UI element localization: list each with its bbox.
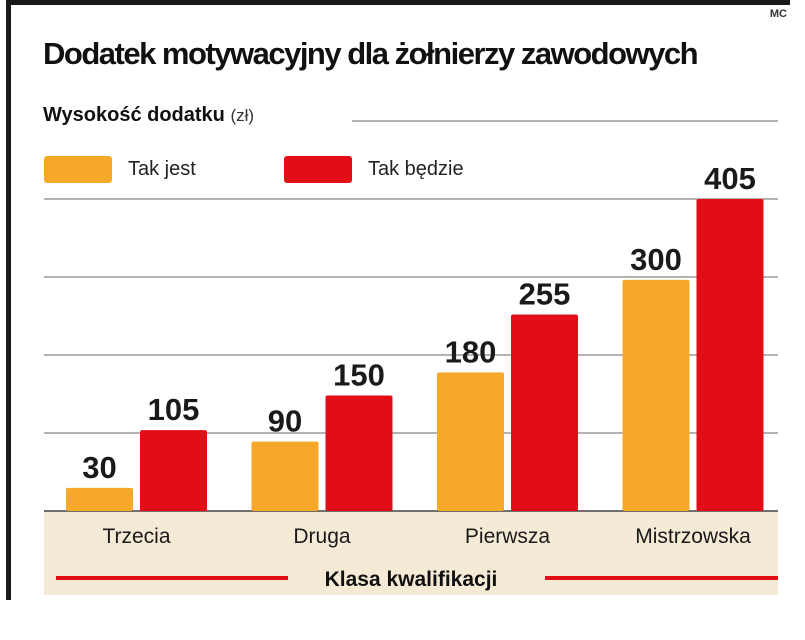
legend-swatch-future	[284, 155, 352, 183]
frame-top-border	[6, 0, 790, 5]
bar-current	[251, 441, 319, 511]
author-credit: MC	[769, 8, 787, 20]
category-band	[44, 511, 778, 595]
y-axis-unit: (zł)	[230, 106, 255, 125]
data-label: 180	[445, 334, 497, 369]
legend-label-future: Tak będzie	[368, 157, 464, 180]
bar-future	[140, 430, 207, 511]
x-axis-title: Klasa kwalifikacji	[325, 568, 498, 591]
x-tick-label: Pierwsza	[465, 525, 551, 548]
data-label: 90	[268, 404, 302, 439]
x-tick-label: Trzecia	[102, 525, 170, 548]
frame-left-border	[6, 0, 11, 600]
y-axis-label: Wysokość dodatku (zł)	[43, 104, 254, 127]
data-label: 300	[630, 242, 682, 277]
legend-swatch-current	[44, 155, 112, 183]
bar-current	[66, 487, 133, 511]
legend-label-current: Tak jest	[128, 157, 196, 180]
bar-future	[325, 395, 393, 511]
data-label: 150	[333, 357, 385, 392]
bar-future	[511, 314, 578, 511]
data-label: 30	[82, 450, 116, 485]
chart-title: Dodatek motywacyjny dla żołnierzy zawodo…	[43, 36, 699, 71]
data-label: 405	[704, 161, 756, 196]
bar-future	[696, 199, 764, 511]
legend-item-current: Tak jest	[44, 154, 196, 184]
y-axis-label-text: Wysokość dodatku	[43, 104, 225, 126]
bar-current	[622, 279, 690, 511]
x-tick-label: Druga	[293, 525, 351, 548]
data-label: 105	[148, 392, 200, 427]
bar-current	[437, 372, 504, 511]
data-label: 255	[519, 277, 571, 312]
x-tick-label: Mistrzowska	[635, 525, 751, 548]
legend-item-future: Tak będzie	[284, 154, 464, 184]
